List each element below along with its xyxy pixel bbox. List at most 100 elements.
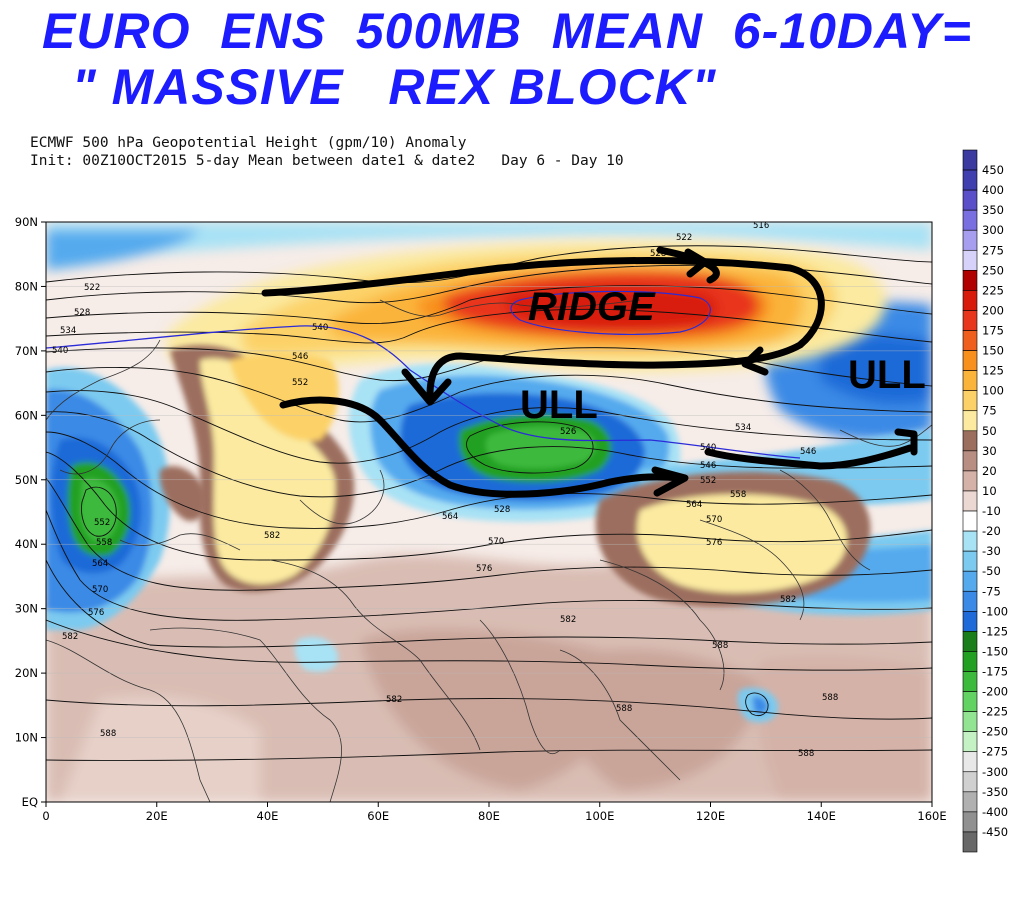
ull-east-annotation: ULL (848, 353, 926, 397)
colorbar-label: 200 (982, 303, 1004, 317)
contour-label: 534 (60, 326, 76, 336)
colorbar-swatch (962, 711, 978, 732)
contour-label: 588 (712, 641, 728, 651)
colorbar-label: 100 (982, 384, 1004, 398)
contour-label: 528 (74, 308, 90, 318)
colorbar-swatch (962, 249, 978, 271)
longitude-axis: 0 20E 40E 60E 80E 100E 120E 140E 160E (42, 802, 947, 823)
colorbar-label: 275 (982, 243, 1004, 257)
colorbar-swatch (962, 731, 978, 753)
contour-label: 588 (798, 749, 814, 759)
headline-line-2: " MASSIVE REX BLOCK" (72, 59, 717, 115)
contour-label: 552 (292, 378, 308, 388)
colorbar-swatch (962, 390, 978, 412)
climatology-540-line (46, 325, 801, 459)
map-plot-area: RIDGE ULL ULL 522 528 534 540 540 546 55… (46, 222, 932, 802)
lon-tick-label: 120E (696, 809, 725, 823)
contour-label: 570 (488, 537, 504, 547)
height-contours (46, 245, 932, 761)
contour-label: 540 (700, 443, 716, 453)
contour-label: 546 (800, 447, 816, 457)
colorbar-label: 300 (982, 223, 1004, 237)
colorbar-label: -20 (982, 524, 1001, 538)
colorbar-label: -175 (982, 664, 1008, 678)
ridge-loop-arrowhead (401, 368, 452, 406)
top-arrowhead (656, 246, 720, 284)
colorbar-swatch (962, 791, 978, 813)
east-flow-arrow (704, 444, 914, 470)
colorbar-label: -50 (982, 564, 1001, 578)
colorbar-swatch (962, 490, 978, 512)
colorbar-swatch (962, 811, 978, 833)
contour-label: 564 (686, 500, 702, 510)
colorbar-swatch (962, 310, 978, 331)
lat-tick-label: 60N (15, 408, 38, 422)
colorbar-swatch (962, 831, 978, 853)
colorbar-swatch (962, 290, 978, 311)
colorbar-label: -125 (982, 624, 1008, 638)
colorbar-swatch (962, 631, 978, 652)
contour-label: 552 (700, 476, 716, 486)
colorbar-label: 50 (982, 424, 997, 438)
colorbar-swatch (962, 229, 978, 251)
colorbar-label: -350 (982, 785, 1008, 799)
colorbar-swatch (962, 169, 978, 191)
lat-tick-label: EQ (22, 795, 38, 809)
colorbar-label: -75 (982, 584, 1001, 598)
colorbar-swatch (962, 751, 978, 773)
colorbar-label: 175 (982, 324, 1004, 338)
lat-tick-label: 90N (15, 215, 38, 229)
east-flow-arrowhead (894, 428, 918, 456)
annotation-arrows (261, 246, 918, 498)
contour-label: 552 (94, 518, 110, 528)
colorbar-label: 400 (982, 183, 1004, 197)
contour-label: 558 (96, 538, 112, 548)
contour-label: 588 (100, 729, 116, 739)
lat-tick-label: 40N (15, 537, 38, 551)
lon-tick-label: 160E (917, 809, 946, 823)
lat-tick-label: 80N (15, 279, 38, 293)
lat-tick-label: 50N (15, 473, 38, 487)
contour-label: 546 (700, 461, 716, 471)
contour-label: 534 (735, 423, 751, 433)
colorbar-label: -400 (982, 805, 1008, 819)
lat-tick-label: 20N (15, 666, 38, 680)
contour-label: 582 (62, 632, 78, 642)
contour-label: 570 (706, 515, 722, 525)
colorbar-swatch (962, 611, 978, 632)
colorbar-swatch (962, 189, 978, 211)
latitude-axis: 90N 80N 70N 60N 50N 40N 30N 20N 10N EQ (15, 215, 46, 809)
colorbar-swatch (962, 330, 978, 351)
colorbar-label: 125 (982, 364, 1004, 378)
contour-label: 522 (84, 283, 100, 293)
colorbar-label: 450 (982, 163, 1004, 177)
colorbar-label: -150 (982, 644, 1008, 658)
colorbar-swatch (962, 651, 978, 672)
colorbar-swatch (962, 450, 978, 472)
colorbar-swatch (962, 209, 978, 231)
colorbar-swatch (962, 510, 978, 532)
colorbar-swatch (962, 671, 978, 692)
ridge-loop-arrow (261, 257, 825, 399)
colorbar-label: 225 (982, 283, 1004, 297)
lat-tick-label: 10N (15, 731, 38, 745)
trough-flow-arrowhead (651, 466, 689, 497)
ridge-annotation: RIDGE (528, 285, 656, 329)
colorbar-swatch (962, 550, 978, 572)
lon-tick-label: 60E (367, 809, 389, 823)
contour-label: 588 (616, 704, 632, 714)
colorbar-swatch (962, 771, 978, 793)
contour-label: 582 (560, 615, 576, 625)
colorbar-label: 30 (982, 444, 997, 458)
colorbar-label: 10 (982, 484, 997, 498)
colorbar-swatch (962, 410, 978, 432)
lat-tick-label: 30N (15, 602, 38, 616)
contour-label: 576 (476, 564, 492, 574)
colorbar-label: 250 (982, 263, 1004, 277)
colorbar-label: -250 (982, 725, 1008, 739)
colorbar-swatch (962, 530, 978, 552)
colorbar-label: -30 (982, 544, 1001, 558)
contour-label: 582 (780, 595, 796, 605)
contour-value-labels: 522 528 534 540 540 546 552 522 516 528 … (52, 222, 838, 759)
